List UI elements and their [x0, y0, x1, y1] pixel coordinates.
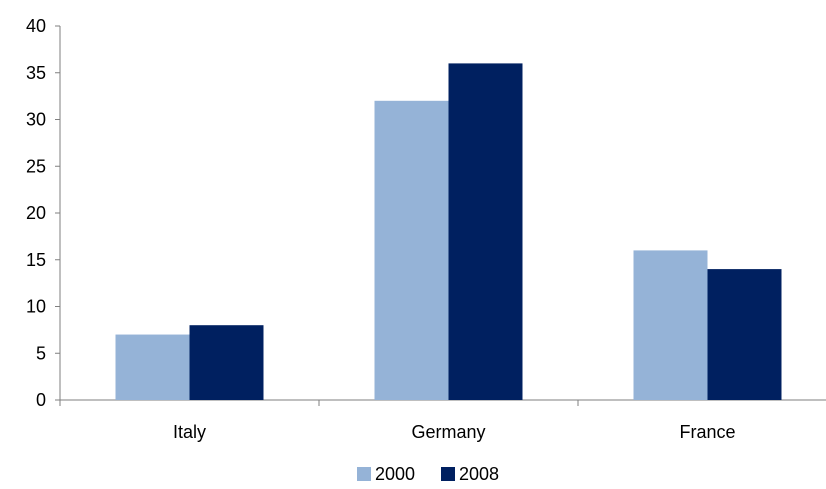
legend-swatch-2000	[357, 467, 371, 481]
legend: 2000 2008	[357, 464, 499, 484]
y-tick-label: 20	[26, 203, 46, 223]
legend-label-2000: 2000	[375, 464, 415, 484]
y-axis: 0 5 10 15 20 25 30 35 40	[26, 16, 61, 410]
legend-swatch-2008	[441, 467, 455, 481]
bar-2000-germany	[374, 100, 449, 401]
y-tick-label: 30	[26, 110, 46, 130]
bar-2000-france	[633, 250, 708, 400]
x-category-label: France	[679, 422, 735, 442]
y-tick-label: 5	[36, 343, 46, 363]
bars	[115, 63, 782, 401]
bar-2008-france	[707, 269, 782, 400]
y-tick-label: 35	[26, 63, 46, 83]
bar-2008-germany	[448, 63, 523, 401]
x-category-label: Germany	[411, 422, 485, 442]
bar-2000-italy	[115, 334, 190, 400]
y-tick-label: 15	[26, 250, 46, 270]
y-tick-label: 25	[26, 156, 46, 176]
x-category-label: Italy	[173, 422, 206, 442]
y-tick-label: 0	[36, 390, 46, 410]
x-axis: Italy Germany France	[59, 399, 826, 442]
legend-label-2008: 2008	[459, 464, 499, 484]
bar-2008-italy	[189, 325, 264, 400]
y-tick-label: 10	[26, 297, 46, 317]
y-tick-label: 40	[26, 16, 46, 36]
